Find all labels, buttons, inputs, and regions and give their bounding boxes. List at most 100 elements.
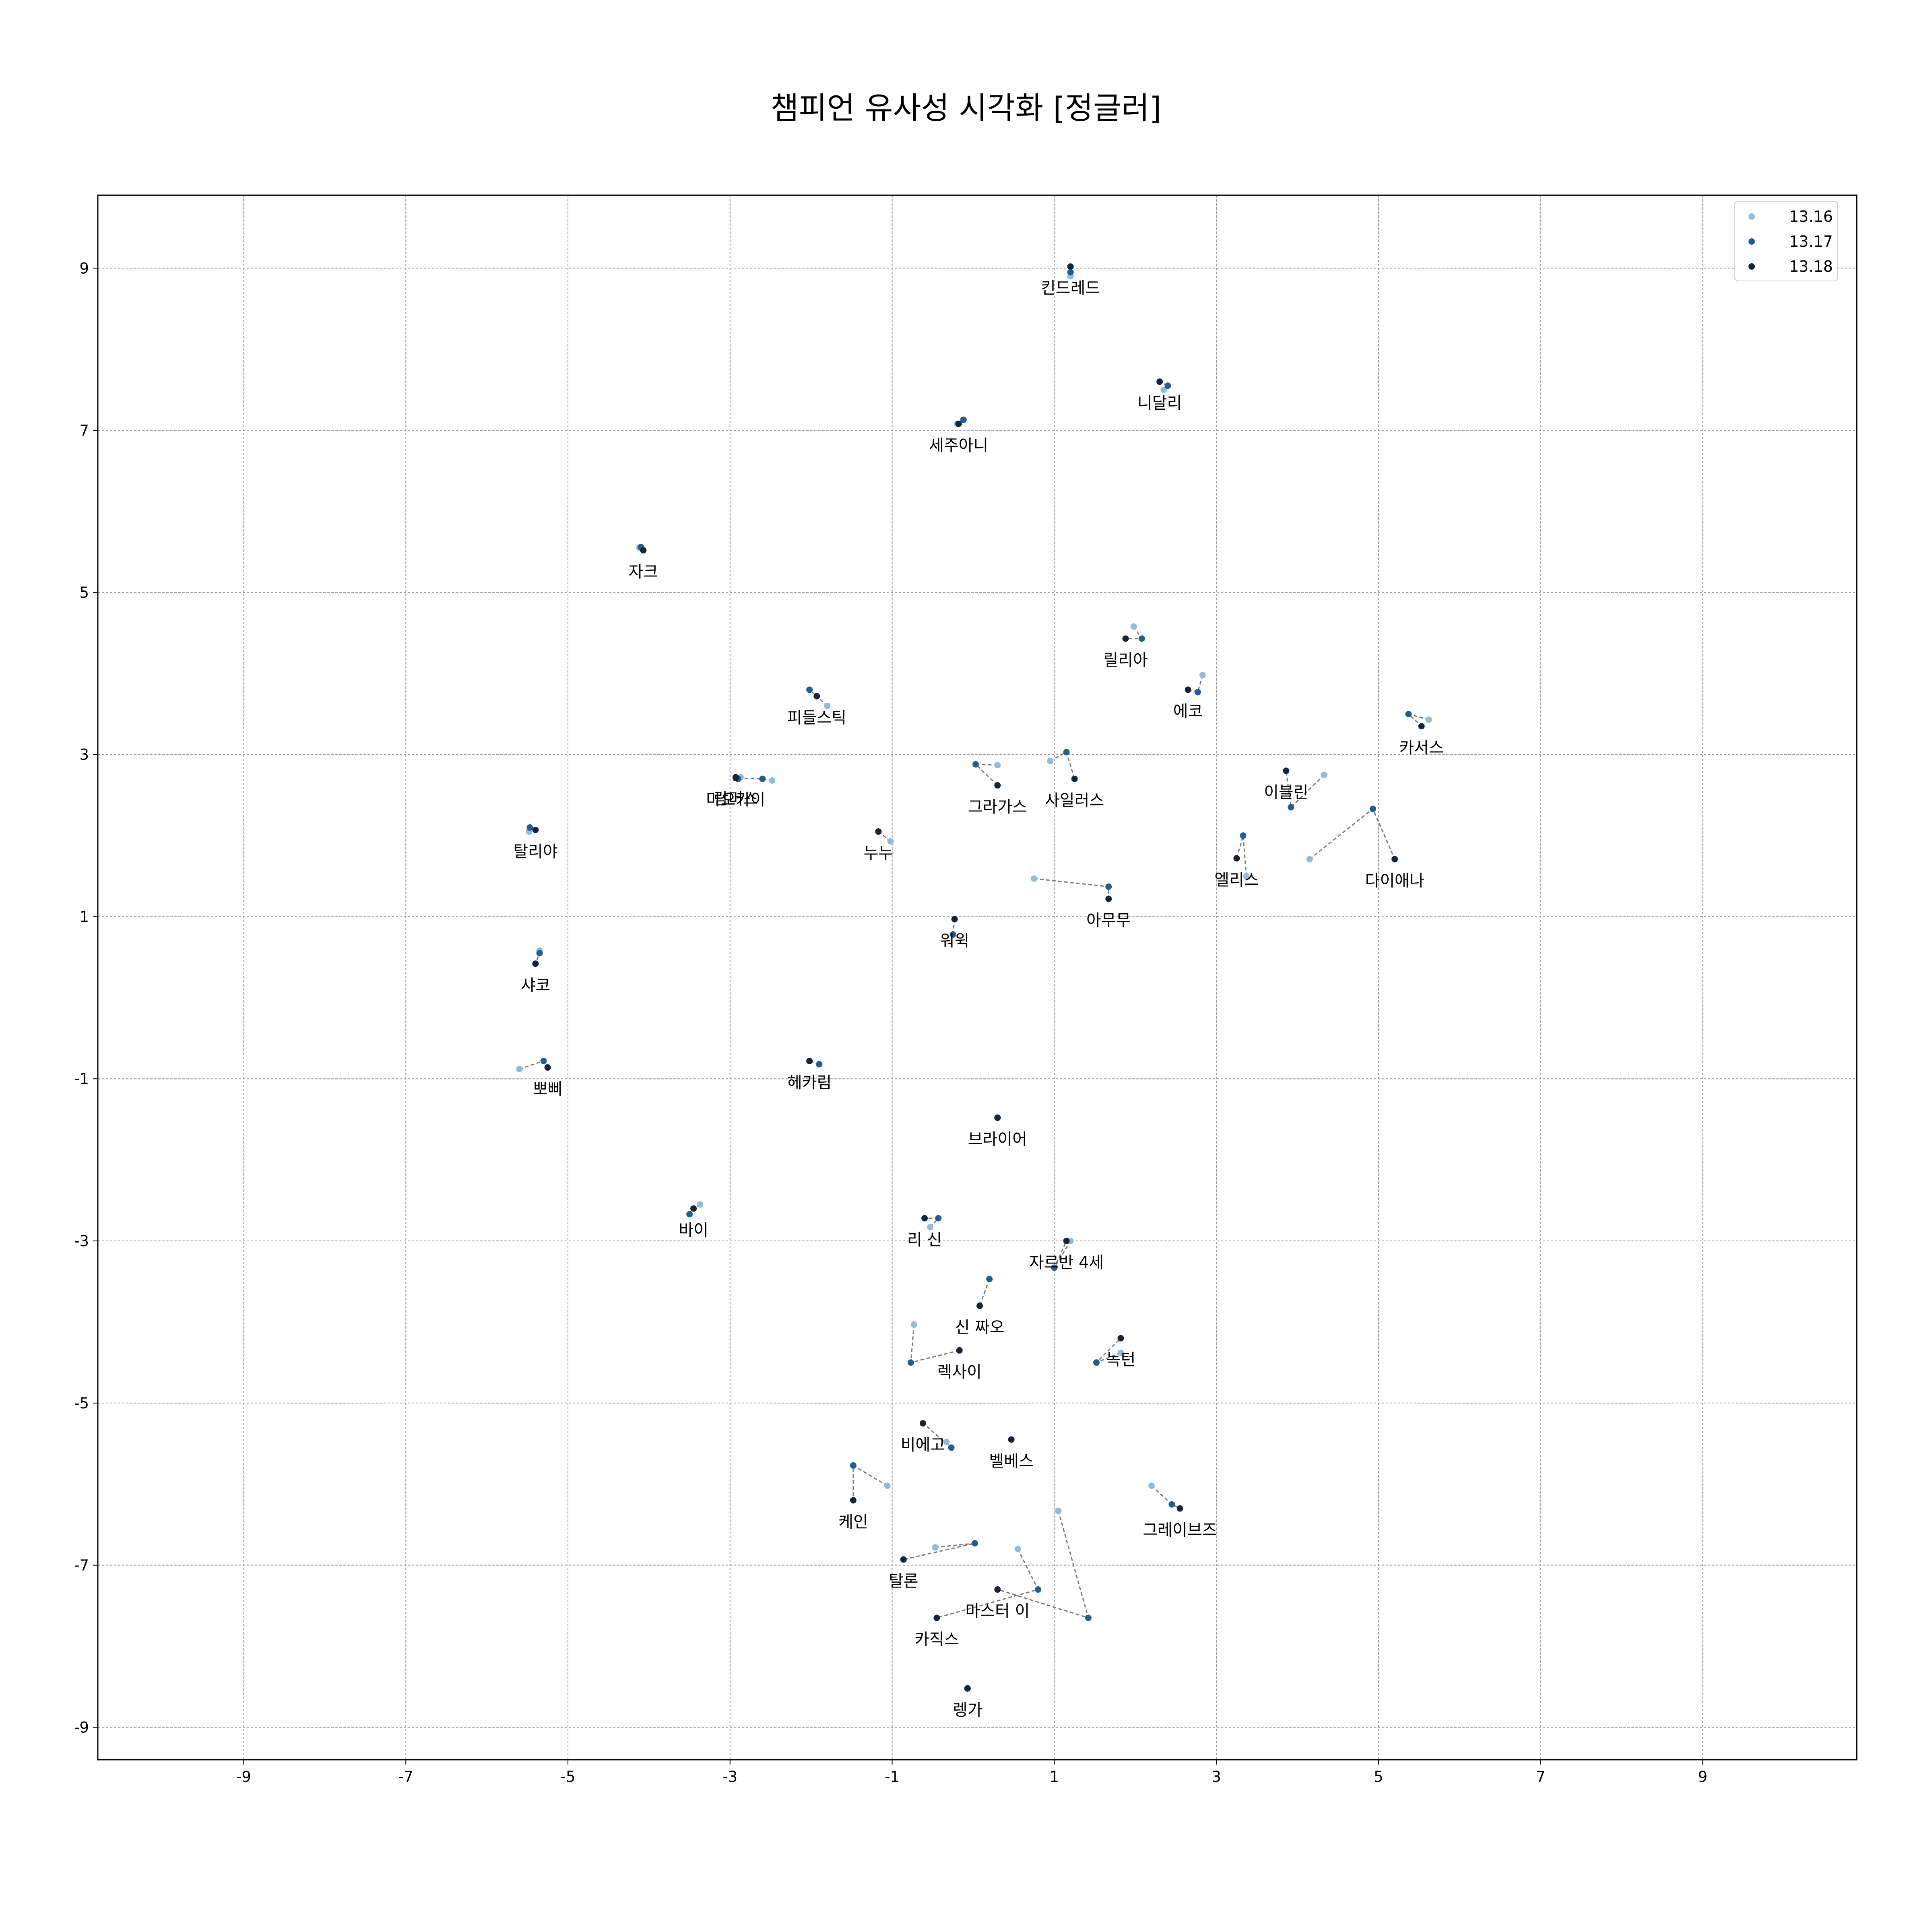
point-13-18 [1391,856,1398,863]
point-label: 그레이브즈 [1143,1521,1217,1540]
x-tick-label: 1 [1050,1768,1059,1785]
point-13-17 [1093,1359,1100,1366]
point-label: 녹턴 [1106,1351,1136,1369]
y-tick-label: -5 [74,1395,89,1412]
point-13-18 [994,1114,1001,1121]
point-label: 벨베스 [989,1452,1033,1470]
point-13-18 [933,1614,940,1621]
point-13-17 [960,416,967,423]
legend-marker [1748,213,1755,220]
point-13-17 [1405,710,1412,717]
trajectory-line [903,1542,975,1560]
point-13-17 [907,1359,914,1366]
legend-marker [1748,263,1755,270]
point-label: 바이 [679,1221,708,1239]
point-label: 마스터 이 [965,1602,1030,1620]
point-label: 누누 [864,844,894,863]
point-13-18 [1063,1238,1070,1245]
point-13-18 [1418,723,1425,730]
point-label: 브라이어 [968,1130,1027,1149]
point-13-17 [540,1057,547,1064]
point-13-16 [1117,1349,1124,1356]
point-13-18 [994,1586,1001,1593]
point-13-17 [1138,635,1145,642]
point-13-17 [1067,269,1074,276]
point-13-17 [971,1540,978,1547]
point-13-18 [921,1215,928,1222]
point-label: 뽀삐 [533,1080,563,1098]
point-13-18 [1067,263,1074,270]
point-13-18 [955,420,962,427]
trajectory-line [1188,675,1203,693]
x-tick-label: -3 [722,1768,737,1785]
x-tick-label: 5 [1374,1768,1383,1785]
legend-label: 13.18 [1789,258,1833,275]
axis-ticks: -9 -7 -5 -3 -1 1 3 5 7 9 -9 -7 -5 -3 -1 1 3 5 7 9 [74,260,1707,1785]
point-13-16 [932,1544,939,1551]
plot-frame [97,194,1858,1761]
trajectory-line [809,689,828,706]
point-13-18 [1122,635,1129,642]
point-label: 에코 [1173,702,1203,721]
point-13-18 [532,826,539,833]
point-13-18 [1177,1505,1183,1512]
point-13-16 [943,1439,950,1445]
point-13-17 [986,1276,993,1282]
point-13-16 [927,1224,934,1230]
point-13-18 [1008,1436,1015,1443]
point-label: 이블린 [1264,783,1308,802]
point-13-18 [544,1064,551,1071]
point-13-16 [1014,1546,1021,1552]
x-tick-label: -5 [561,1768,576,1785]
point-13-17 [850,1462,857,1469]
point-label: 리 신 [907,1231,942,1249]
point-13-16 [1199,672,1206,679]
point-13-16 [1130,623,1137,630]
point-13-16 [516,1066,523,1073]
x-tick-label: -1 [885,1768,900,1785]
point-label: 다이애나 [1365,871,1424,890]
y-tick-label: 1 [79,908,89,925]
point-label: 릴리아 [1103,651,1148,670]
point-13-18 [920,1420,927,1427]
point-13-16 [769,777,776,784]
point-label: 니달리 [1137,394,1182,413]
point-13-18 [875,828,882,835]
point-13-17 [1035,1586,1042,1593]
point-label: 워윅 [940,931,970,950]
point-13-17 [536,950,543,957]
point-13-16 [887,838,894,845]
point-13-16 [994,762,1001,768]
point-13-18 [1117,1335,1124,1342]
point-label: 세주아니 [929,436,988,455]
point-13-17 [972,761,979,768]
x-tick-label: -9 [236,1768,251,1785]
point-label: 람머스 [714,790,758,808]
point-label: 샤코 [521,976,551,995]
y-tick-label: -9 [74,1719,89,1736]
y-tick-label: 7 [79,422,89,439]
point-13-17 [1063,749,1070,755]
point-13-17 [1164,382,1171,389]
y-tick-label: 3 [79,746,89,764]
point-13-17 [949,931,956,938]
point-13-17 [806,686,813,693]
x-tick-label: 7 [1536,1768,1546,1785]
x-tick-label: -7 [398,1768,413,1785]
point-13-16 [1425,716,1432,723]
point-label: 신 짜오 [955,1318,1004,1337]
point-13-16 [697,1201,704,1208]
point-13-17 [1194,689,1201,696]
point-13-17 [686,1211,693,1218]
grid [98,195,1857,1760]
point-13-18 [806,1057,813,1064]
point-label: 사일러스 [1045,791,1104,810]
point-13-18 [956,1347,963,1354]
point-13-17 [816,1061,823,1067]
point-13-18 [532,960,539,967]
point-13-18 [964,1685,971,1692]
point-13-16 [1148,1482,1155,1489]
point-label: 케인 [838,1513,868,1532]
point-13-17 [1369,805,1376,812]
